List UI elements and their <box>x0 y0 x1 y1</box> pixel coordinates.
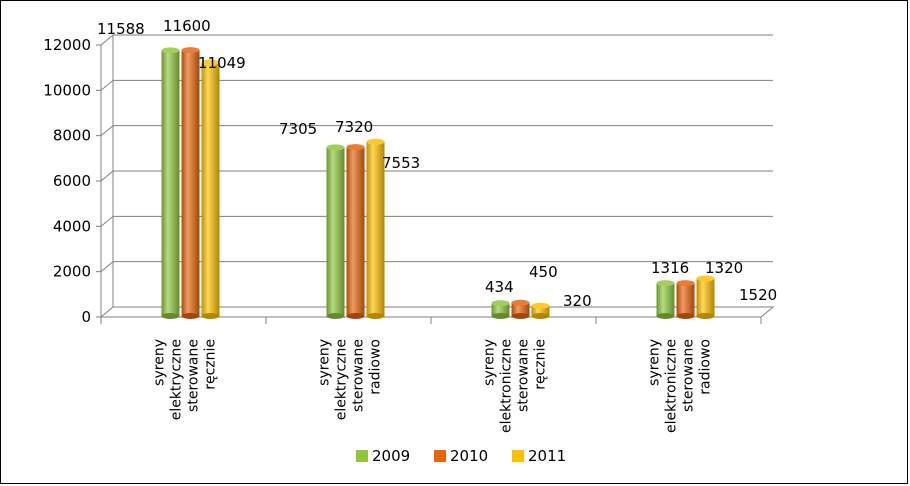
category-word: elektroniczne <box>664 339 680 433</box>
y-tick-label: 4000 <box>53 217 91 235</box>
category-label: syreny elektryczne sterowane ręcznie <box>152 339 219 420</box>
bar-base <box>511 313 530 319</box>
bar-top <box>201 59 220 66</box>
legend-swatch-2010 <box>434 450 446 462</box>
bar-2009-3 <box>656 283 675 316</box>
gridline-side <box>100 125 114 137</box>
gridline-side <box>100 34 114 46</box>
category-word: elektryczne <box>169 339 185 420</box>
bar-top <box>161 47 180 54</box>
bar-2010-1 <box>346 147 365 316</box>
category-word: sterowane <box>351 339 367 412</box>
bar-base <box>491 313 510 319</box>
data-label-2010-0: 11600 <box>163 17 211 35</box>
data-label-2010-3: 1320 <box>705 259 743 277</box>
data-label-2011-2: 320 <box>563 292 592 310</box>
category-word: radiowo <box>368 339 384 395</box>
bar-2010-2 <box>511 302 530 316</box>
bar-base <box>326 313 345 319</box>
bar-2010-0 <box>181 50 200 317</box>
category-word: syreny <box>482 339 498 386</box>
gridline-side <box>100 170 114 182</box>
legend-swatch-2009 <box>356 450 368 462</box>
bars <box>161 47 715 319</box>
bar-2011-3 <box>696 278 715 316</box>
category-label: syreny elektryczne sterowane radiowo <box>317 339 384 420</box>
data-label-2011-0: 11049 <box>198 54 246 72</box>
bar-top <box>326 144 345 151</box>
y-tick-label: 2000 <box>53 263 91 281</box>
category-word: syreny <box>647 339 663 386</box>
bar-base <box>531 313 550 319</box>
category-word: syreny <box>317 339 333 386</box>
bar-top <box>656 280 675 287</box>
bar-2009-2 <box>491 303 510 316</box>
bar-2011-1 <box>366 141 385 316</box>
data-label-2009-0: 11588 <box>97 20 145 38</box>
bar-2011-2 <box>531 305 550 316</box>
data-labels: 11588 11600 11049 7305 7320 7553 434 450 320 1316… <box>97 17 777 310</box>
bar-base <box>676 313 695 319</box>
bar-2010-3 <box>676 283 695 316</box>
bar-2009-1 <box>326 147 345 316</box>
bar-base <box>696 313 715 319</box>
bar-top <box>366 138 385 145</box>
bar-2009-0 <box>161 50 180 317</box>
bar-base <box>366 313 385 319</box>
data-label-2011-1: 7553 <box>382 154 420 172</box>
bar-base <box>161 313 180 319</box>
data-label-2010-1: 7320 <box>335 118 373 136</box>
category-label: syreny elektroniczne sterowane ręcznie <box>482 339 549 433</box>
legend-label-2010: 2010 <box>450 447 488 465</box>
category-labels: syreny elektryczne sterowane ręcznie syreny e… <box>100 317 762 433</box>
bar-base <box>201 313 220 319</box>
category-word: ręcznie <box>533 339 549 390</box>
y-tick-label: 6000 <box>53 172 91 190</box>
data-label-2010-2: 450 <box>529 263 558 281</box>
data-label-2009-2: 434 <box>485 278 514 296</box>
legend: 2009 2010 2011 <box>356 447 566 465</box>
y-tick-label: 12000 <box>43 36 91 54</box>
legend-swatch-2011 <box>512 450 524 462</box>
legend-label-2011: 2011 <box>528 447 566 465</box>
bar-base <box>346 313 365 319</box>
category-word: sterowane <box>681 339 697 412</box>
bar-top <box>696 275 715 282</box>
legend-label-2009: 2009 <box>372 447 410 465</box>
data-label-2009-1: 7305 <box>279 120 317 138</box>
y-tick-label: 10000 <box>43 81 91 99</box>
y-axis-ticks: 0 2000 4000 6000 8000 10000 12000 <box>43 36 101 326</box>
category-word: radiowo <box>698 339 714 395</box>
bar-base <box>656 313 675 319</box>
gridline-side <box>100 261 114 273</box>
category-word: elektroniczne <box>499 339 515 433</box>
bar-base <box>181 313 200 319</box>
data-label-2009-3: 1316 <box>651 259 689 277</box>
bar-top <box>346 144 365 151</box>
bar-2011-0 <box>201 62 220 316</box>
y-tick-label: 0 <box>81 308 91 326</box>
gridline-side <box>100 79 114 91</box>
category-word: sterowane <box>516 339 532 412</box>
gridlines <box>100 34 773 273</box>
bar-top <box>676 280 695 287</box>
bar-top <box>491 300 510 307</box>
category-label: syreny elektroniczne sterowane radiowo <box>647 339 714 433</box>
category-word: syreny <box>152 339 168 386</box>
category-word: elektryczne <box>334 339 350 420</box>
bar-top <box>531 302 550 309</box>
gridline-side <box>100 215 114 227</box>
y-tick-label: 8000 <box>53 127 91 145</box>
category-word: sterowane <box>186 339 202 412</box>
category-word: ręcznie <box>203 339 219 390</box>
data-label-2011-3: 1520 <box>739 286 777 304</box>
bar-top <box>181 47 200 54</box>
bar-top <box>511 299 530 306</box>
